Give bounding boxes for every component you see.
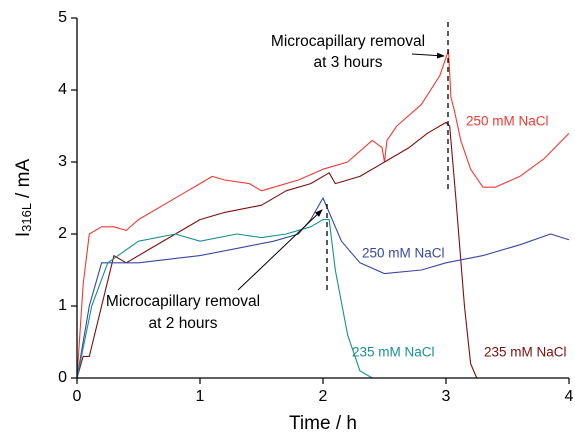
x-tick-label: 0 [73, 388, 82, 405]
annotation-arrow [411, 52, 445, 59]
annotation: at 2 hours [149, 315, 218, 332]
x-tick-label: 4 [565, 388, 574, 405]
y-tick-label: 2 [58, 225, 67, 242]
annotation: Microcapillary removal [271, 33, 425, 50]
y-tick-label: 0 [58, 369, 67, 386]
x-tick-label: 1 [196, 388, 205, 405]
annotation: Microcapillary removal [106, 293, 260, 310]
series-line [76, 49, 570, 379]
y-label-sub: 316L [19, 203, 34, 232]
series-label: 250 mM NaCl [466, 114, 549, 129]
series-label: 235 mM NaCl [484, 345, 567, 360]
y-tick-label: 4 [58, 81, 67, 98]
plot-area [76, 49, 570, 379]
x-tick-label: 3 [442, 388, 451, 405]
annotation: at 3 hours [314, 54, 383, 71]
y-tick-label: 1 [58, 297, 67, 314]
series-label: 250 mM NaCl [362, 246, 445, 261]
series-line [76, 219, 373, 379]
series-label: 235 mM NaCl [352, 345, 435, 360]
y-label-unit: / mA [13, 159, 34, 198]
x-tick-label: 2 [319, 388, 328, 405]
annotation-arrow [237, 209, 323, 291]
y-axis-label: I316L / mA [13, 159, 34, 238]
x-axis-label: Time / h [289, 413, 357, 434]
y-label-main: I [13, 232, 34, 237]
y-tick-label: 5 [58, 9, 67, 26]
series-line [76, 197, 570, 379]
y-tick-label: 3 [58, 153, 67, 170]
